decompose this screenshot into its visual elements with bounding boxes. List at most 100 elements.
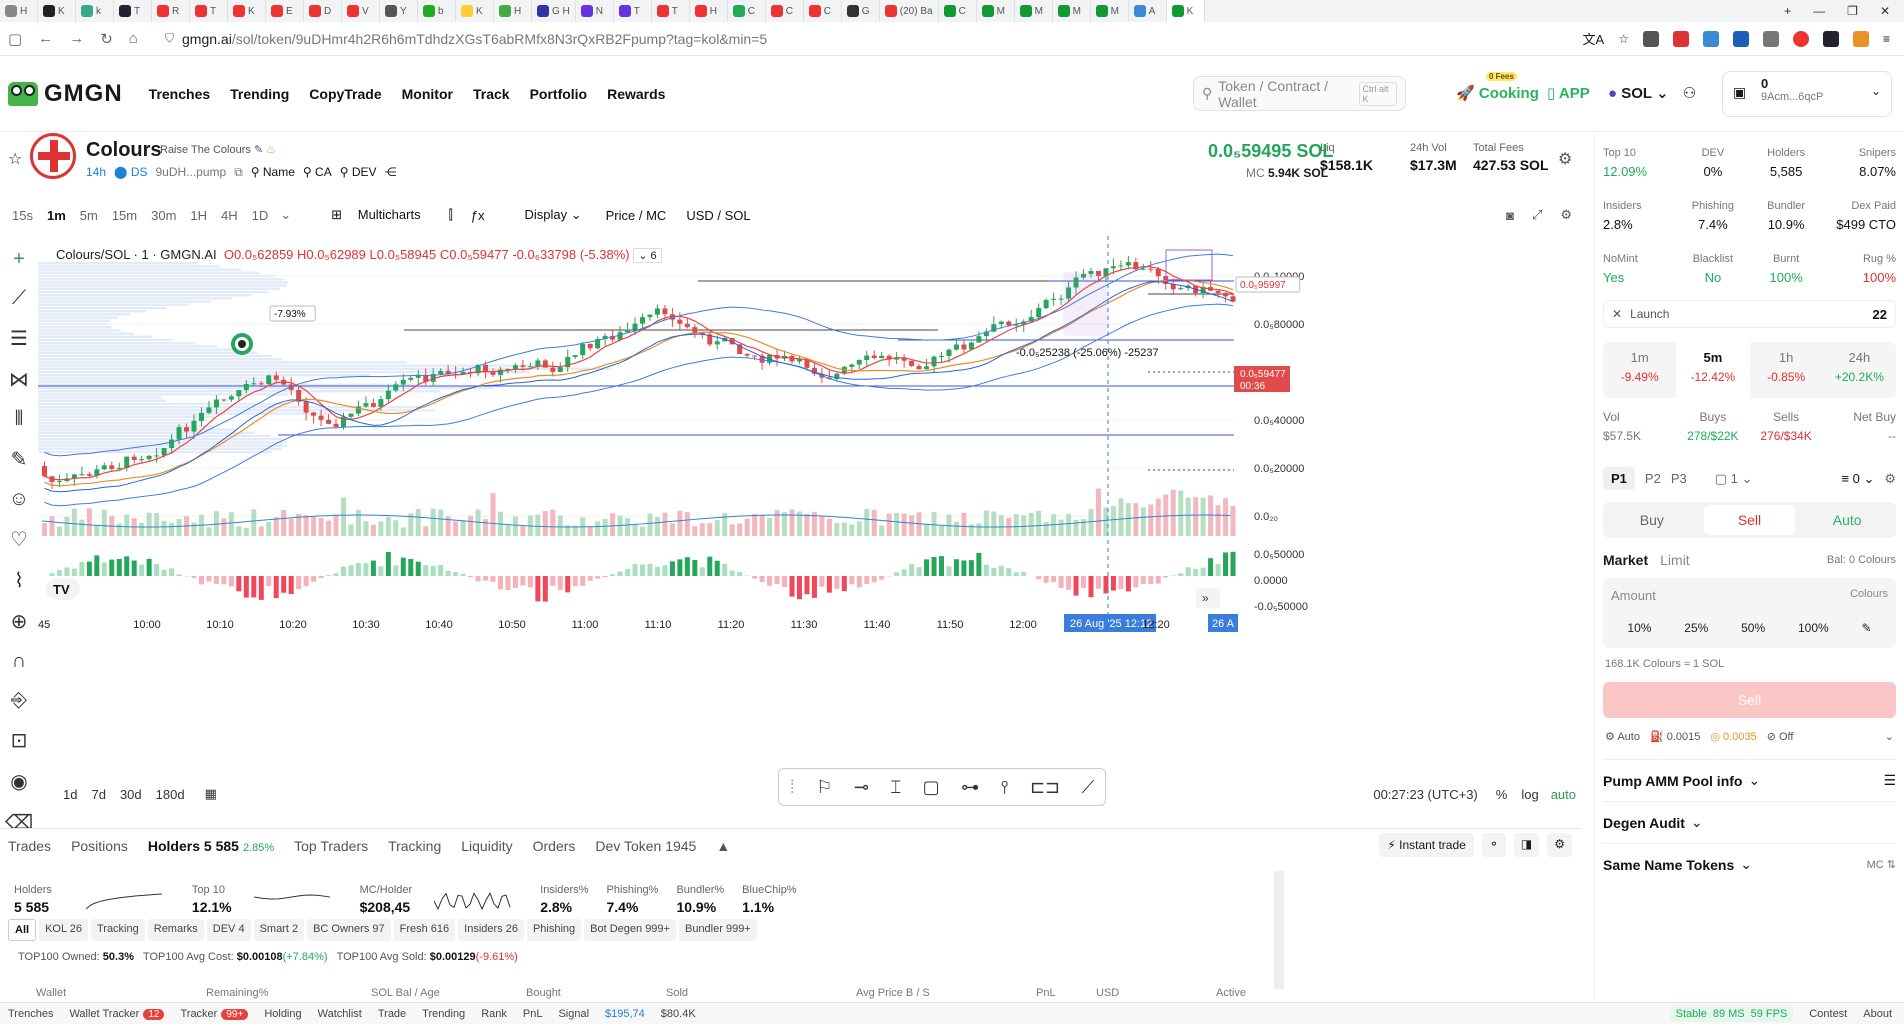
preset-tab[interactable]: P3 — [1670, 471, 1687, 486]
browser-tab[interactable]: M — [1015, 0, 1053, 22]
browser-tab[interactable]: T — [652, 0, 690, 22]
interval-4H[interactable]: 4H — [221, 207, 238, 223]
browser-tab[interactable]: T — [190, 0, 228, 22]
browser-tab[interactable]: (20) Ba — [880, 0, 939, 22]
limit-tab[interactable]: Limit — [1660, 552, 1690, 568]
auto-toggle[interactable]: auto — [1550, 786, 1576, 802]
amount-input[interactable]: Amount Colours 10% 25% 50% 100% ✎ — [1603, 578, 1896, 648]
browser-tab[interactable]: H — [494, 0, 532, 22]
market-tab[interactable]: Market — [1603, 552, 1649, 568]
browser-tab[interactable]: T — [114, 0, 152, 22]
trade-option[interactable]: ◎ 0.0035 — [1710, 730, 1756, 743]
interval-1H[interactable]: 1H — [190, 207, 208, 223]
display-button[interactable]: Display ⌄ — [524, 207, 582, 222]
panel-settings-icon[interactable]: ⚙ — [1547, 833, 1572, 857]
holder-filter[interactable]: DEV 4 — [206, 919, 251, 941]
minimize-icon[interactable]: — — [1813, 4, 1826, 18]
interval-15m[interactable]: 15m — [111, 207, 138, 223]
lower-tab[interactable]: Liquidity — [461, 838, 512, 854]
eye-icon[interactable]: ◉ — [10, 771, 28, 793]
indicators-icon[interactable]: ⫿ — [448, 207, 453, 222]
scrollbar[interactable] — [1274, 871, 1284, 989]
chain-select[interactable]: ● SOL ⌄ ⚇ — [1608, 84, 1696, 102]
table-col-header[interactable]: Active — [1216, 987, 1246, 999]
table-col-header[interactable]: PnL — [1036, 987, 1056, 999]
lower-tab[interactable]: Tracking — [388, 838, 441, 854]
browser-tab[interactable]: K — [38, 0, 76, 22]
close-icon[interactable]: ✕ — [1879, 4, 1890, 18]
amount-percent[interactable]: 10% — [1627, 621, 1652, 635]
lock-draw-icon[interactable]: ⎆ — [11, 689, 27, 711]
browser-tab[interactable]: G H — [532, 0, 576, 22]
timeframe-tab[interactable]: 24h +20.2K% — [1823, 342, 1896, 398]
v-line-icon[interactable]: ⫯ — [1000, 776, 1009, 797]
range-1d[interactable]: 1d — [63, 786, 78, 802]
holder-filter[interactable]: Bundler 999+ — [678, 919, 757, 941]
table-col-header[interactable]: Avg Price B / S — [856, 987, 930, 999]
lower-tab[interactable]: Dev Token 1945 — [595, 838, 696, 854]
rect-icon[interactable]: ▢ — [922, 776, 940, 797]
holder-filter[interactable]: Insiders 26 — [458, 919, 524, 941]
amount-percent[interactable]: 50% — [1741, 621, 1766, 635]
amount-percent[interactable]: 25% — [1684, 621, 1709, 635]
search-dev-button[interactable]: ⚲ DEV — [339, 165, 377, 179]
preset-zero[interactable]: ≡ 0 ⌄ — [1841, 470, 1875, 486]
percent-toggle[interactable]: % — [1495, 786, 1508, 802]
line-icon[interactable]: ⟋ — [1081, 776, 1095, 797]
holder-filter[interactable]: Tracking — [90, 919, 145, 941]
interval-1D[interactable]: 1D — [251, 207, 269, 223]
h-line-icon[interactable]: ⊸ — [853, 776, 869, 797]
status-item[interactable]: Holding — [264, 1008, 301, 1020]
extension-icon[interactable] — [1702, 30, 1719, 47]
interval-30m[interactable]: 30m — [151, 207, 177, 223]
browser-tab[interactable]: R — [152, 0, 190, 22]
url-field[interactable]: gmgn.ai/sol/token/9uDHmr4h2R6h6mTdhdzXGs… — [182, 31, 767, 47]
app-button[interactable]: ▯ APP — [1547, 84, 1590, 102]
holder-filter[interactable]: Bot Degen 999+ — [584, 919, 676, 941]
holder-filter[interactable]: KOL 26 — [39, 919, 88, 941]
preset-count[interactable]: ▢ 1 ⌄ — [1714, 470, 1753, 486]
status-item[interactable]: Trade — [378, 1008, 406, 1020]
browser-tab[interactable]: A — [1129, 0, 1167, 22]
holder-filter[interactable]: Phishing — [526, 919, 582, 941]
star-icon[interactable]: ☆ — [1618, 31, 1629, 46]
range-180d[interactable]: 180d — [155, 786, 185, 802]
table-col-header[interactable]: Sold — [666, 987, 689, 999]
lock-icon[interactable]: ⊡ — [10, 730, 28, 752]
bubble-icon[interactable]: ⚬ — [1481, 833, 1506, 857]
holder-filter[interactable]: Smart 2 — [253, 919, 305, 941]
info-section[interactable]: Degen Audit ⌄ — [1603, 801, 1896, 843]
interval-5m[interactable]: 5m — [79, 207, 98, 223]
collapse-icon[interactable]: ▲ — [716, 838, 731, 854]
range-icon[interactable]: ⊏⊐ — [1029, 776, 1061, 797]
info-section[interactable]: Pump AMM Pool info ⌄ ☰ — [1603, 759, 1896, 801]
preset-tab[interactable]: P2 — [1644, 471, 1661, 486]
edit-icon[interactable]: ✎ — [1861, 621, 1872, 635]
table-col-header[interactable]: USD — [1096, 987, 1120, 999]
fib-icon[interactable]: ☰ — [10, 328, 28, 350]
nav-item[interactable]: Trenches — [148, 85, 211, 102]
status-item[interactable]: Signal — [558, 1008, 589, 1020]
pattern-icon[interactable]: ⋈ — [9, 369, 29, 391]
drag-handle-icon[interactable]: ⁞ — [789, 776, 795, 797]
cooking-button[interactable]: 0 Fees 🚀 Cooking — [1456, 72, 1539, 102]
instant-trade-button[interactable]: ⚡ Instant trade — [1379, 833, 1474, 857]
sidebar-toggle-icon[interactable]: ▢ — [8, 30, 23, 48]
emoji-icon[interactable]: ☺ — [8, 488, 30, 510]
extension-icon[interactable] — [1822, 30, 1839, 47]
chart-settings-icon[interactable]: ⚙ — [1560, 207, 1572, 222]
restore-icon[interactable]: ❐ — [1847, 4, 1858, 18]
auto-tab[interactable]: Auto — [1832, 512, 1862, 528]
contest-link[interactable]: Contest — [1809, 1007, 1848, 1020]
extension-icon[interactable] — [1852, 30, 1869, 47]
search-input[interactable]: ⚲ Token / Contract / Wallet Ctrl alt K — [1193, 76, 1406, 111]
magnet-icon[interactable]: ∩ — [11, 650, 27, 672]
preset-tab[interactable]: P1 — [1603, 467, 1635, 490]
browser-tab[interactable]: k — [76, 0, 114, 22]
interval-1m[interactable]: 1m — [46, 207, 66, 223]
info-section[interactable]: Same Name Tokens ⌄ MC ⇅ — [1603, 843, 1896, 885]
status-item[interactable]: Rank — [481, 1008, 507, 1020]
h-ray-icon[interactable]: ⊶ — [961, 776, 980, 797]
trend-line-icon[interactable]: ⟋ — [12, 287, 26, 309]
lower-tab[interactable]: Orders — [533, 838, 576, 854]
